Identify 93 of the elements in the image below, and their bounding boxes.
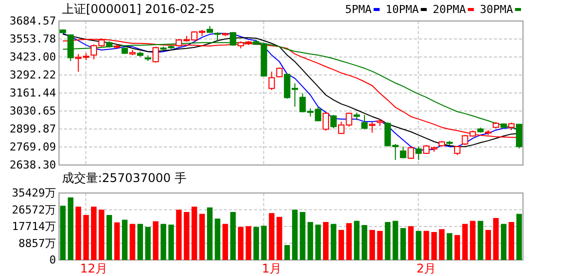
bar [68, 197, 74, 260]
bar [408, 226, 414, 260]
y-tick-label: 26572万 [12, 203, 56, 216]
candlestick [408, 146, 414, 160]
bar [377, 230, 383, 260]
bar [446, 233, 452, 260]
bar [246, 226, 252, 260]
bar [184, 212, 190, 260]
bar [222, 224, 228, 260]
bar [130, 224, 136, 260]
bar [416, 230, 422, 260]
y-tick-label: 3292.22 [10, 68, 56, 82]
y-tick-label: 3030.65 [10, 104, 56, 118]
bar [114, 222, 120, 260]
candlestick [268, 71, 275, 91]
y-tick-label: 3684.57 [10, 14, 56, 28]
bar [315, 224, 321, 260]
y-tick-label: 8857万 [18, 236, 56, 250]
x-tick-label: 1月 [262, 262, 282, 276]
bar [424, 230, 430, 260]
bar [323, 222, 329, 260]
bar [308, 222, 314, 260]
bar [284, 245, 290, 260]
bar [454, 235, 460, 260]
y-tick-label: 3423.00 [10, 50, 56, 64]
bar [76, 206, 82, 260]
bar [493, 218, 499, 260]
y-tick-label: 0 [49, 254, 56, 267]
legend-label: 10PMA [386, 3, 420, 16]
bar [83, 214, 89, 260]
bar [338, 230, 344, 260]
y-tick-label: 17714万 [12, 220, 56, 234]
candlestick [415, 146, 422, 160]
candlestick [368, 121, 376, 134]
bar [362, 225, 368, 260]
y-tick-label: 35429万 [12, 186, 56, 200]
bar [478, 220, 484, 260]
bar [122, 220, 128, 260]
chart-title: 上证[000001] 2016-02-25 [62, 2, 215, 16]
candlestick [322, 112, 330, 132]
legend-label: 20PMA [432, 3, 466, 16]
chart-title: 成交量:257037000 手 [62, 171, 187, 185]
bar [508, 222, 514, 260]
y-tick-label: 3161.44 [10, 86, 56, 100]
bar [261, 226, 267, 260]
bar [431, 232, 437, 260]
bar [292, 210, 298, 260]
bar [470, 220, 476, 260]
y-tick-label: 2638.30 [10, 158, 56, 172]
bar [384, 222, 390, 260]
bar [91, 206, 97, 260]
candlestick [152, 46, 159, 64]
bar [168, 224, 174, 260]
bar [392, 220, 398, 260]
bar [98, 210, 104, 260]
candlestick [330, 114, 337, 129]
y-tick-label: 2899.87 [10, 122, 56, 136]
bar [207, 207, 213, 260]
bar [300, 212, 306, 260]
bar [106, 214, 112, 260]
y-tick-label: 3553.78 [10, 32, 56, 46]
bar [238, 226, 244, 260]
bar [268, 213, 274, 260]
bar [400, 228, 406, 260]
candlestick [361, 114, 368, 130]
bar [199, 214, 205, 260]
bar [145, 226, 151, 260]
candlestick [276, 67, 283, 78]
legend-label: 30PMA [480, 3, 514, 16]
bar [462, 224, 468, 260]
bar [160, 224, 166, 260]
bar [230, 212, 236, 260]
bar [214, 218, 220, 260]
y-tick-label: 2769.09 [10, 140, 56, 154]
bar [369, 230, 375, 260]
bar [354, 220, 360, 260]
bar [60, 206, 66, 260]
candlestick [400, 146, 406, 159]
bar [485, 230, 491, 260]
bar [253, 226, 259, 260]
bar [439, 229, 445, 260]
bar [176, 210, 182, 260]
bar [276, 216, 282, 260]
bar [152, 221, 158, 260]
bar [500, 224, 506, 260]
x-tick-label: 2月 [416, 262, 436, 276]
x-tick-label: 12月 [80, 262, 108, 276]
bar [137, 224, 143, 260]
bar [192, 206, 198, 260]
legend-label: 5PMA [345, 3, 372, 16]
bar [516, 214, 522, 260]
bar [330, 224, 336, 260]
bar [346, 223, 352, 260]
